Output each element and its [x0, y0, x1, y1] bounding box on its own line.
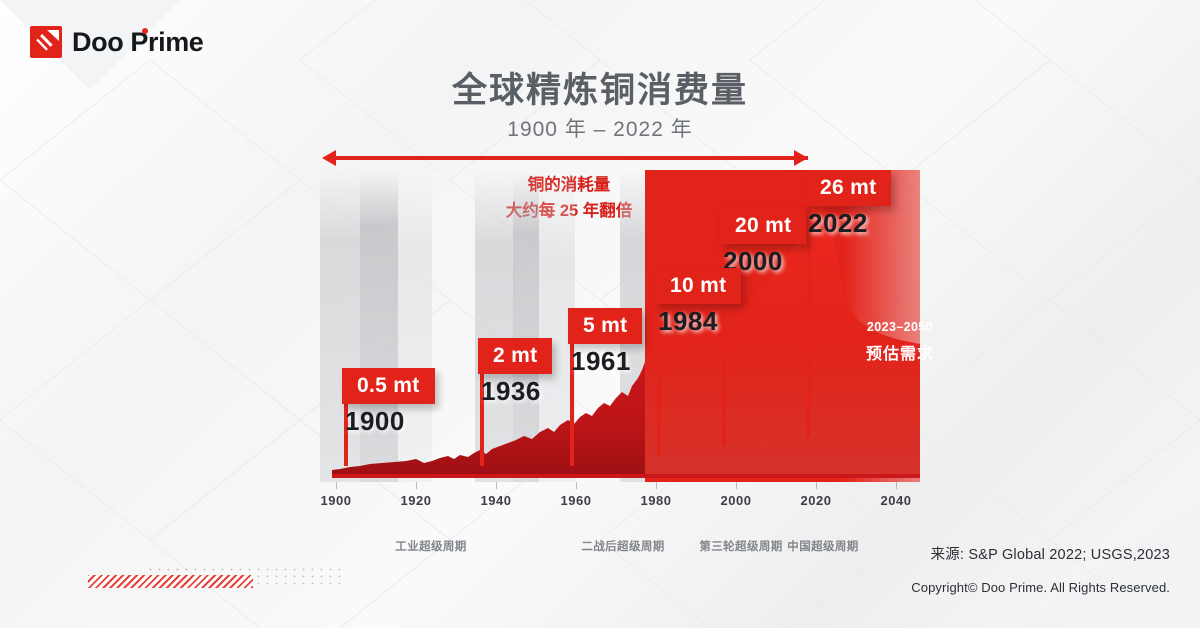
x-tick-1940: [496, 482, 497, 489]
x-tick-label-2020: 2020: [800, 493, 832, 508]
source-text: 来源: S&P Global 2022; USGS,2023: [930, 547, 1170, 563]
callout-pole-2000: [722, 216, 726, 446]
band-1: [320, 170, 360, 482]
callout-value-1984: 10 mt: [655, 268, 742, 304]
x-tick-label-1900: 1900: [320, 493, 352, 508]
page-title: 全球精炼铜消费量: [451, 71, 748, 110]
callout-year-2022: 2022: [808, 208, 868, 238]
callout-1984: 10 mt 1984: [655, 268, 742, 456]
supercycle-label-1: 二战后超级周期: [581, 541, 665, 553]
x-tick-label-2040: 2040: [880, 493, 912, 508]
callout-2022: 26 mt 2022: [805, 170, 892, 438]
copyright-text: Copyright© Doo Prime. All Rights Reserve…: [911, 580, 1170, 595]
x-axis: 1900 1920 1940 1960 1980 2000 2020 2040: [320, 482, 920, 516]
callout-1900: 0.5 mt 1900: [342, 368, 435, 466]
supercycle-labels: 工业超级周期 二战后超级周期 第三轮超级周期 中国超级周期: [250, 538, 950, 558]
callout-pole-1961: [570, 316, 574, 466]
x-tick-2000: [736, 482, 737, 489]
chart-baseline: [332, 474, 920, 478]
callout-year-1984: 1984: [658, 306, 718, 336]
callout-1936: 2 mt 1936: [478, 338, 553, 466]
callout-value-1900: 0.5 mt: [342, 368, 435, 404]
supercycle-label-3: 中国超级周期: [787, 541, 859, 553]
page-subtitle: 1900 年 – 2022 年: [507, 118, 693, 141]
callout-year-1900: 1900: [345, 406, 405, 436]
x-tick-1980: [656, 482, 657, 489]
brand-logo[interactable]: Doo Prime: [30, 26, 204, 58]
x-tick-1920: [416, 482, 417, 489]
callout-2000: 20 mt 2000: [720, 208, 807, 446]
band-2: [360, 170, 398, 482]
forecast-demand-curve: [645, 170, 920, 477]
band-3: [398, 170, 432, 482]
callout-pole-1936: [480, 346, 484, 466]
callout-value-1936: 2 mt: [478, 338, 553, 374]
callout-year-1961: 1961: [571, 346, 631, 376]
arrow-right-head-icon: [794, 150, 808, 166]
arrow-left-head-icon: [322, 150, 336, 166]
callout-value-1961: 5 mt: [568, 308, 643, 344]
logo-accent-dot-icon: [142, 27, 148, 34]
copper-consumption-area-chart: [332, 170, 920, 482]
x-tick-2020: [816, 482, 817, 489]
callout-year-1936: 1936: [481, 376, 541, 406]
callout-pole-2022: [807, 178, 811, 438]
x-tick-1960: [576, 482, 577, 489]
chart-plot-area: 2023–2050 预估需求: [320, 170, 933, 482]
callout-pole-1900: [344, 376, 348, 466]
doubling-arrow-line: [330, 156, 808, 160]
historical-consumption-area: [332, 362, 645, 477]
x-tick-label-1920: 1920: [400, 493, 432, 508]
x-tick-label-1980: 1980: [640, 493, 672, 508]
band-5: [513, 170, 539, 482]
doo-prime-logo-icon: [30, 26, 62, 58]
x-tick-1900: [336, 482, 337, 489]
x-tick-label-1940: 1940: [480, 493, 512, 508]
callout-1961: 5 mt 1961: [568, 308, 643, 466]
x-tick-label-1960: 1960: [560, 493, 592, 508]
callout-pole-1984: [657, 276, 661, 456]
supercycle-label-2: 第三轮超级周期: [699, 541, 783, 553]
callout-value-2022: 26 mt: [805, 170, 892, 206]
brand-name: Doo Prime: [72, 26, 204, 57]
decorative-graphic: [88, 566, 348, 592]
decorative-stripe-bar: [88, 575, 253, 588]
x-tick-label-2000: 2000: [720, 493, 752, 508]
callout-value-2000: 20 mt: [720, 208, 807, 244]
x-tick-2040: [896, 482, 897, 489]
supercycle-label-0: 工业超级周期: [395, 541, 467, 553]
